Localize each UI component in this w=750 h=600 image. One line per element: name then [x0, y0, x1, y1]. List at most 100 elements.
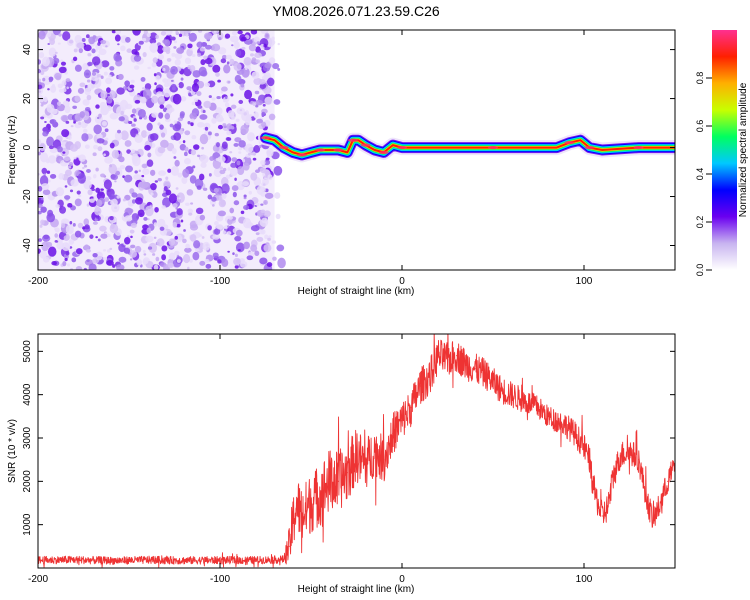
spectrogram-noise-blob	[131, 108, 137, 114]
snr-point	[283, 558, 285, 560]
spectrogram-noise-blob	[163, 186, 168, 192]
spectrogram-noise-blob	[98, 48, 107, 56]
spectrogram-noise-blob	[77, 222, 84, 229]
snr-point	[601, 515, 603, 517]
spectrogram-noise-blob	[105, 45, 108, 48]
spectrogram-noise-blob	[149, 42, 158, 53]
spectrogram-noise-blob	[237, 30, 243, 35]
spectrogram-noise-blob	[88, 263, 97, 270]
spectrogram-noise-blob	[86, 169, 91, 173]
spectrogram-noise-blob	[62, 261, 67, 267]
spectrogram-noise-blob	[108, 163, 118, 175]
spectrogram-noise-blob	[134, 170, 138, 174]
spectrogram-noise-blob	[84, 123, 88, 127]
spectrogram-noise-blob	[261, 182, 267, 187]
snr-point	[647, 502, 649, 504]
spectrogram-noise-blob	[64, 195, 71, 200]
spectrogram-noise-blob	[227, 218, 233, 225]
spectrogram-noise-blob	[85, 176, 92, 181]
spectrogram-noise-blob	[241, 258, 245, 262]
spectrogram-noise-blob	[120, 130, 129, 141]
spectrogram-noise-blob	[112, 264, 116, 268]
spectrogram-noise-blob	[70, 125, 74, 128]
spectrogram-noise-blob	[136, 258, 143, 266]
spectrogram-noise-blob	[93, 124, 102, 135]
spectrogram-noise-blob	[241, 46, 246, 50]
snr-point	[474, 368, 476, 370]
spectrogram-noise-blob	[223, 64, 231, 74]
spectrogram-noise-blob	[184, 146, 189, 152]
spectrogram-noise-blob	[62, 151, 66, 154]
spectrogram-noise-blob	[41, 56, 50, 67]
spectrogram-noise-blob	[216, 95, 221, 100]
spectrogram-noise-blob	[226, 61, 230, 65]
spectrogram-noise-blob	[73, 48, 78, 53]
spectrogram-noise-blob	[220, 200, 226, 206]
spectrogram-noise-blob	[69, 143, 79, 152]
spectrogram-noise-blob	[187, 121, 191, 125]
spectrogram-noise-blob	[38, 84, 43, 90]
spectrogram-noise-blob	[247, 116, 252, 122]
spectrogram-noise-blob	[234, 137, 242, 143]
spectrogram-noise-blob	[172, 221, 178, 228]
spectrogram-y-tick-label: 0	[22, 144, 33, 150]
spectrogram-noise-blob	[246, 255, 254, 261]
spectrogram-noise-blob	[65, 251, 70, 256]
spectrogram-noise-blob	[161, 205, 166, 209]
spectrogram-noise-blob	[77, 172, 86, 184]
spectrogram-x-tick-label: 0	[399, 276, 405, 287]
spectrogram-noise-blob	[74, 198, 82, 207]
colorbar-tick-label: 0.0	[695, 264, 705, 277]
snr-y-tick-label: 2000	[22, 470, 33, 493]
spectrogram-noise-blob	[169, 107, 175, 113]
spectrogram-noise-blob	[76, 190, 81, 195]
spectrogram-noise-blob	[174, 59, 182, 66]
spectrogram-noise-blob	[84, 107, 91, 112]
snr-panel: -200 -100 0 100 1000 2000 3000 4000 5000 Height…	[7, 333, 676, 595]
spectrogram-noise-blob	[263, 210, 271, 218]
spectrogram-noise-blob	[44, 120, 47, 124]
spectrogram-x-axis: -200 -100 0 100	[28, 30, 593, 287]
spectrogram-noise-blob	[172, 203, 178, 208]
spectrogram-noise-blob	[186, 189, 194, 196]
spectrogram-noise-blob	[235, 118, 240, 122]
spectrogram-noise-blob	[132, 30, 141, 36]
spectrogram-noise-blob	[49, 38, 56, 45]
spectrogram-noise-blob	[256, 41, 261, 45]
spectrogram-noise-blob	[68, 161, 74, 166]
spectrogram-hotspot	[333, 148, 344, 152]
spectrogram-noise-blob	[64, 257, 68, 262]
spectrogram-noise-blob	[167, 168, 172, 173]
snr-point	[295, 502, 298, 504]
spectrogram-noise-blob	[168, 252, 176, 260]
snr-point	[510, 394, 512, 396]
spectrogram-noise-blob	[182, 254, 191, 264]
spectrogram-noise-blob	[104, 128, 109, 133]
spectrogram-noise-blob	[131, 199, 136, 204]
spectrogram-noise-blob	[43, 234, 50, 240]
spectrogram-noise-blob	[93, 195, 99, 201]
snr-point	[319, 493, 321, 495]
spectrogram-noise-blob	[124, 215, 133, 222]
spectrogram-noise-blob	[137, 209, 145, 218]
snr-point	[667, 480, 669, 482]
spectrogram-noise-blob	[73, 156, 77, 160]
spectrogram-noise-blob	[109, 112, 119, 120]
spectrogram-noise-blob	[254, 90, 260, 95]
spectrogram-noise-blob	[234, 265, 239, 269]
spectrogram-noise-blob	[240, 83, 245, 88]
spectrogram-noise-blob	[248, 44, 257, 52]
spectrogram-noise-blob	[92, 152, 97, 157]
spectrogram-noise-blob	[250, 53, 254, 57]
spectrogram-noise-blob	[259, 167, 267, 174]
spectrogram-noise-blob	[221, 141, 228, 150]
spectrogram-noise-blob	[87, 189, 93, 196]
spectrogram-noise-blob	[197, 105, 203, 109]
spectrogram-noise-blob	[150, 133, 159, 141]
spectrogram-noise-blob	[275, 213, 281, 220]
spectrogram-noise-blob	[266, 262, 273, 268]
spectrogram-y-tick-label: 20	[22, 93, 33, 105]
spectrogram-noise-blob	[260, 209, 266, 214]
spectrogram-noise-blob	[200, 70, 208, 77]
spectrogram-noise-blob	[176, 192, 185, 204]
